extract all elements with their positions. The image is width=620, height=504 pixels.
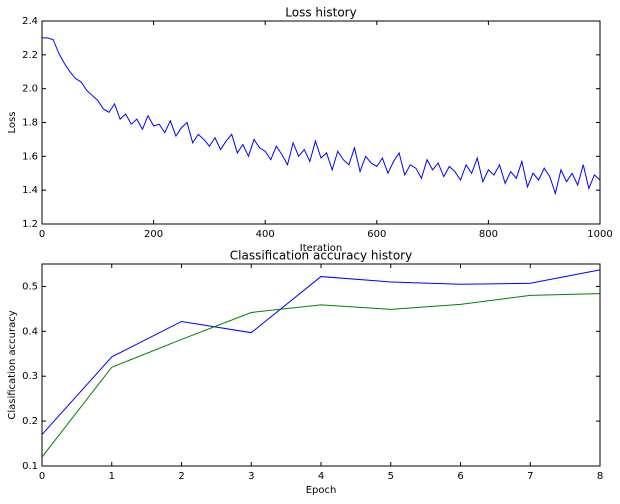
chart-title: Classification accuracy history xyxy=(230,249,412,263)
y-axis-label: Loss xyxy=(7,112,18,134)
y-tick-label: 2.4 xyxy=(22,16,38,27)
x-tick-label: 0 xyxy=(39,229,45,240)
y-tick-label: 2.2 xyxy=(22,50,38,61)
x-tick-label: 1000 xyxy=(587,229,612,240)
y-tick-label: 0.3 xyxy=(22,371,38,382)
x-tick-label: 4 xyxy=(318,471,324,482)
y-tick-label: 1.4 xyxy=(22,185,38,196)
y-tick-label: 1.8 xyxy=(22,118,38,129)
y-tick-label: 0.4 xyxy=(22,326,38,337)
y-tick-label: 1.6 xyxy=(22,151,38,162)
x-tick-label: 600 xyxy=(367,229,386,240)
y-tick-label: 1.2 xyxy=(22,219,38,230)
x-axis-label: Iteration xyxy=(300,243,342,254)
data-line xyxy=(41,293,601,458)
y-tick-label: 2.0 xyxy=(22,84,38,95)
chart-title: Loss history xyxy=(285,6,356,20)
data-line xyxy=(41,269,601,435)
x-tick-label: 400 xyxy=(256,229,275,240)
x-tick-label: 3 xyxy=(248,471,254,482)
x-tick-label: 8 xyxy=(597,471,603,482)
y-tick-label: 0.2 xyxy=(22,416,38,427)
x-tick-label: 7 xyxy=(527,471,533,482)
x-axis-label: Epoch xyxy=(306,485,337,496)
x-tick-label: 2 xyxy=(178,471,184,482)
plot-area xyxy=(42,264,600,466)
y-axis-label: Clasification accuracy xyxy=(7,310,18,419)
data-line xyxy=(42,37,601,196)
x-tick-label: 6 xyxy=(457,471,463,482)
x-tick-label: 1 xyxy=(109,471,115,482)
plot-area xyxy=(42,21,600,224)
x-tick-label: 800 xyxy=(479,229,498,240)
x-tick-label: 0 xyxy=(39,471,45,482)
y-tick-label: 0.5 xyxy=(22,281,38,292)
x-tick-label: 5 xyxy=(388,471,394,482)
y-tick-label: 0.1 xyxy=(22,461,38,472)
x-tick-label: 200 xyxy=(144,229,163,240)
